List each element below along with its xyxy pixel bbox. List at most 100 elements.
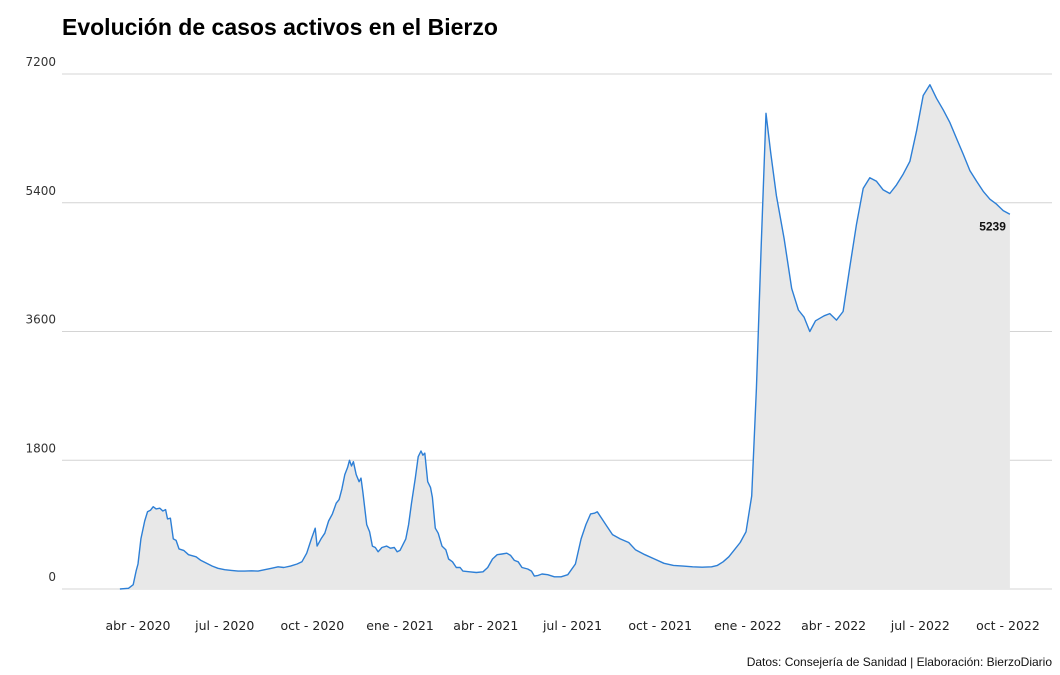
data-point <box>336 503 337 504</box>
data-point <box>217 568 218 569</box>
data-point <box>418 456 419 457</box>
data-point <box>183 550 184 551</box>
data-point <box>369 531 370 532</box>
data-point <box>776 195 777 196</box>
end-value-label: 5239 <box>979 219 1006 233</box>
data-point <box>856 224 857 225</box>
data-point <box>682 566 683 567</box>
data-point <box>159 508 160 509</box>
data-point <box>200 560 201 561</box>
data-point <box>422 455 423 456</box>
data-point <box>324 533 325 534</box>
data-point <box>612 534 613 535</box>
data-point <box>405 538 406 539</box>
data-point <box>424 452 425 453</box>
data-point <box>628 542 629 543</box>
data-point <box>135 571 136 572</box>
data-point <box>411 503 412 504</box>
data-point <box>740 542 741 543</box>
data-point <box>283 567 284 568</box>
data-point <box>137 563 138 564</box>
x-tick-label: abr - 2021 <box>453 618 518 633</box>
x-tick-label: jul - 2020 <box>194 618 254 633</box>
data-point <box>206 563 207 564</box>
data-point <box>597 511 598 512</box>
chart-title: Evolución de casos activos en el Bierzo <box>62 14 498 40</box>
x-tick-label: abr - 2022 <box>801 618 866 633</box>
data-point <box>791 288 792 289</box>
data-point <box>751 495 752 496</box>
data-point <box>237 571 238 572</box>
data-point <box>402 544 403 545</box>
data-point <box>745 531 746 532</box>
data-point <box>673 565 674 566</box>
data-point <box>338 499 339 500</box>
data-point <box>717 565 718 566</box>
data-point <box>936 98 937 99</box>
data-point <box>353 461 354 462</box>
data-point <box>366 524 367 525</box>
data-point <box>420 450 421 451</box>
data-point <box>341 488 342 489</box>
data-point <box>381 547 382 548</box>
data-point <box>415 478 416 479</box>
y-tick-label: 1800 <box>25 441 56 455</box>
data-point <box>311 538 312 539</box>
x-tick-label: oct - 2022 <box>976 618 1040 633</box>
data-point <box>836 319 837 320</box>
x-axis-ticks: abr - 2020 jul - 2020 oct - 2020 ene - 2021… <box>105 618 1039 633</box>
data-point <box>969 170 970 171</box>
data-point <box>188 554 189 555</box>
data-point <box>963 154 964 155</box>
data-point <box>889 193 890 194</box>
data-point <box>196 556 197 557</box>
data-point <box>153 506 154 507</box>
data-point <box>386 545 387 546</box>
series-line <box>119 84 1011 590</box>
data-point <box>277 566 278 567</box>
x-tick-label: ene - 2022 <box>714 618 782 633</box>
data-point <box>119 588 120 589</box>
x-tick-label: abr - 2020 <box>105 618 170 633</box>
data-point <box>943 109 944 110</box>
data-point <box>170 518 171 519</box>
x-tick-label: oct - 2020 <box>281 618 345 633</box>
data-point <box>547 574 548 575</box>
data-point <box>761 245 762 246</box>
data-point <box>128 588 129 589</box>
data-point <box>909 161 910 162</box>
data-point <box>362 492 363 493</box>
data-point <box>803 317 804 318</box>
data-point <box>883 189 884 190</box>
data-point <box>178 548 179 549</box>
data-point <box>538 575 539 576</box>
data-point <box>823 315 824 316</box>
data-point <box>224 569 225 570</box>
data-point <box>501 553 502 554</box>
x-tick-label: ene - 2021 <box>366 618 434 633</box>
data-point <box>399 550 400 551</box>
data-point <box>663 563 664 564</box>
data-point <box>575 563 576 564</box>
data-point <box>349 460 350 461</box>
data-point <box>351 465 352 466</box>
data-point <box>798 309 799 310</box>
data-point <box>534 576 535 577</box>
data-point <box>231 570 232 571</box>
data-point <box>462 571 463 572</box>
data-point <box>317 545 318 546</box>
data-point <box>435 528 436 529</box>
data-point <box>896 184 897 185</box>
data-point <box>356 474 357 475</box>
data-point <box>765 113 766 114</box>
data-point <box>916 131 917 132</box>
data-point <box>438 533 439 534</box>
data-point <box>541 573 542 574</box>
data-point <box>492 558 493 559</box>
data-point <box>635 549 636 550</box>
data-point <box>257 571 258 572</box>
data-point <box>165 509 166 510</box>
data-point <box>518 561 519 562</box>
data-point <box>147 511 148 512</box>
data-point <box>441 545 442 546</box>
